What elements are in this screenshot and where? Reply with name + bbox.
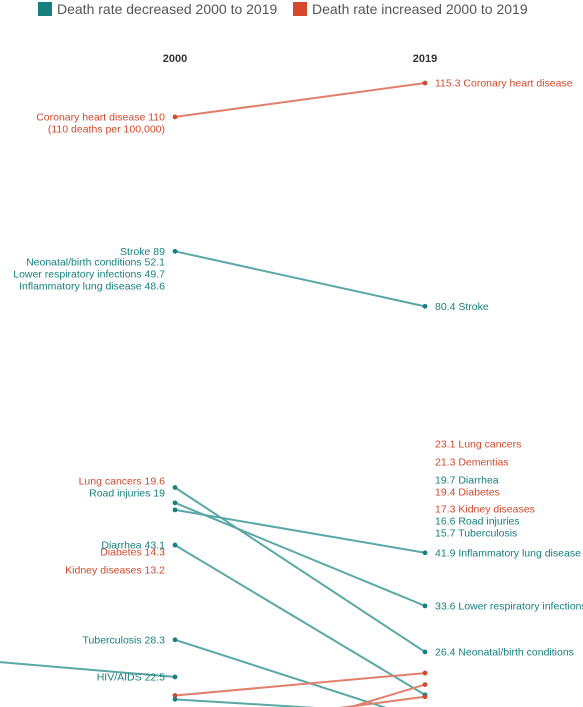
point-2019-stroke — [422, 303, 428, 309]
legend-item-increased[interactable]: Death rate increased 2000 to 2019 — [293, 1, 528, 17]
label-2000-road-injuries: Road injuries 19 — [89, 488, 165, 500]
point-2019-lung-cancers — [422, 670, 428, 676]
label-2019-diarrhea: 19.7 Diarrhea — [435, 475, 499, 487]
slope-labels: Coronary heart disease 110(110 deaths pe… — [13, 78, 583, 684]
point-2000-coronary-heart-disease — [172, 114, 178, 120]
point-2000-hiv-aids — [172, 674, 178, 680]
slope-points — [172, 80, 428, 702]
point-2019-neonatal-birth-conditions — [422, 649, 428, 655]
slope-line-diarrhea — [174, 544, 426, 696]
point-2019-inflammatory-lung-disease — [422, 550, 428, 556]
label-2000-stroke: Stroke 89 — [120, 246, 165, 258]
legend: Death rate decreased 2000 to 2019 Death … — [38, 1, 528, 17]
point-2019-coronary-heart-disease — [422, 80, 428, 86]
label-2019-neonatal-birth-conditions: 26.4 Neonatal/birth conditions — [435, 646, 574, 658]
slope-line-lower-respiratory-infections — [174, 501, 426, 607]
legend-item-decreased[interactable]: Death rate decreased 2000 to 2019 — [38, 1, 277, 17]
slope-lines — [0, 82, 426, 707]
label-2000-inflammatory-lung-disease: Inflammatory lung disease 48.6 — [19, 281, 165, 293]
point-2000-road-injuries — [172, 696, 178, 702]
label-2000-tuberculosis: Tuberculosis 28.3 — [83, 634, 166, 646]
label-2019-dementias: 21.3 Dementias — [435, 457, 509, 469]
point-2000-lung-cancers — [172, 693, 178, 698]
label-2000-hiv-aids: HIV/AIDS 22.5 — [97, 671, 165, 683]
slope-line-tuberculosis — [174, 638, 387, 707]
label-2000-kidney-diseases: Kidney diseases 13.2 — [65, 565, 165, 577]
column-header-2000: 2000 — [163, 53, 187, 65]
label-2000-diarrhea: Diarrhea 43.1 — [101, 540, 165, 552]
label-2019-lung-cancers: 23.1 Lung cancers — [435, 439, 521, 451]
point-2000-diarrhea — [172, 542, 178, 548]
legend-swatch-increased — [293, 2, 307, 16]
slope-line-neonatal-birth-conditions — [174, 486, 426, 653]
sublabel-2000-coronary-heart-disease: (110 deaths per 100,000) — [48, 123, 165, 135]
label-2000-lower-respiratory-infections: Lower respiratory infections 49.7 — [13, 269, 165, 281]
label-2019-lower-respiratory-infections: 33.6 Lower respiratory infections — [435, 600, 583, 612]
slope-line-hiv-aids — [0, 661, 176, 678]
slope-line-diabetes — [338, 695, 426, 707]
legend-label-decreased: Death rate decreased 2000 to 2019 — [57, 1, 277, 17]
label-2000-neonatal-birth-conditions: Neonatal/birth conditions 52.1 — [26, 257, 165, 269]
label-2019-road-injuries: 16.6 Road injuries — [435, 516, 520, 528]
column-header-2019: 2019 — [413, 53, 437, 65]
label-2019-tuberculosis: 15.7 Tuberculosis — [435, 528, 517, 540]
point-2000-lower-respiratory-infections — [172, 500, 178, 506]
label-2000-lung-cancers: Lung cancers 19.6 — [79, 476, 166, 488]
label-2019-kidney-diseases: 17.3 Kidney diseases — [435, 504, 535, 516]
label-2000-diabetes: Diabetes 14.3 — [100, 547, 165, 559]
point-2019-diabetes — [422, 694, 428, 700]
legend-label-increased: Death rate increased 2000 to 2019 — [312, 1, 528, 17]
point-2019-dementias — [422, 682, 428, 687]
slope-line-coronary-heart-disease — [174, 82, 426, 118]
slope-line-road-injuries — [174, 698, 317, 707]
point-2000-stroke — [172, 248, 178, 254]
slope-line-dementias — [347, 683, 426, 707]
slope-line-lung-cancers — [174, 672, 426, 697]
point-2000-neonatal-birth-conditions — [172, 485, 178, 490]
label-2019-diabetes: 19.4 Diabetes — [435, 487, 500, 499]
slope-line-inflammatory-lung-disease — [174, 508, 426, 554]
label-2019-coronary-heart-disease: 115.3 Coronary heart disease — [435, 78, 573, 90]
slope-line-stroke — [174, 250, 426, 308]
label-2000-coronary-heart-disease: Coronary heart disease 110 — [36, 111, 165, 123]
label-2019-inflammatory-lung-disease: 41.9 Inflammatory lung disease — [435, 547, 581, 559]
legend-swatch-decreased — [38, 2, 52, 16]
point-2000-inflammatory-lung-disease — [172, 507, 178, 513]
point-2019-lower-respiratory-infections — [422, 603, 428, 609]
label-2019-stroke: 80.4 Stroke — [435, 301, 489, 313]
point-2000-tuberculosis — [172, 637, 178, 643]
